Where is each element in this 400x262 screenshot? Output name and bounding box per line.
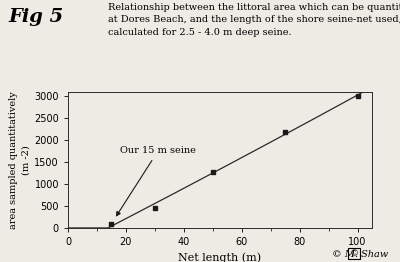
X-axis label: Net length (m): Net length (m)	[178, 253, 262, 262]
Text: ©: ©	[350, 249, 358, 258]
Text: Our 15 m seine: Our 15 m seine	[116, 146, 196, 216]
Text: Relationship between the littoral area which can be quantitatively seined
at Dor: Relationship between the littoral area w…	[108, 3, 400, 37]
Text: © M. Shaw: © M. Shaw	[332, 250, 388, 259]
Text: Fig 5: Fig 5	[8, 8, 63, 26]
Y-axis label: area sampled quantitatively
(m -2): area sampled quantitatively (m -2)	[9, 91, 30, 229]
